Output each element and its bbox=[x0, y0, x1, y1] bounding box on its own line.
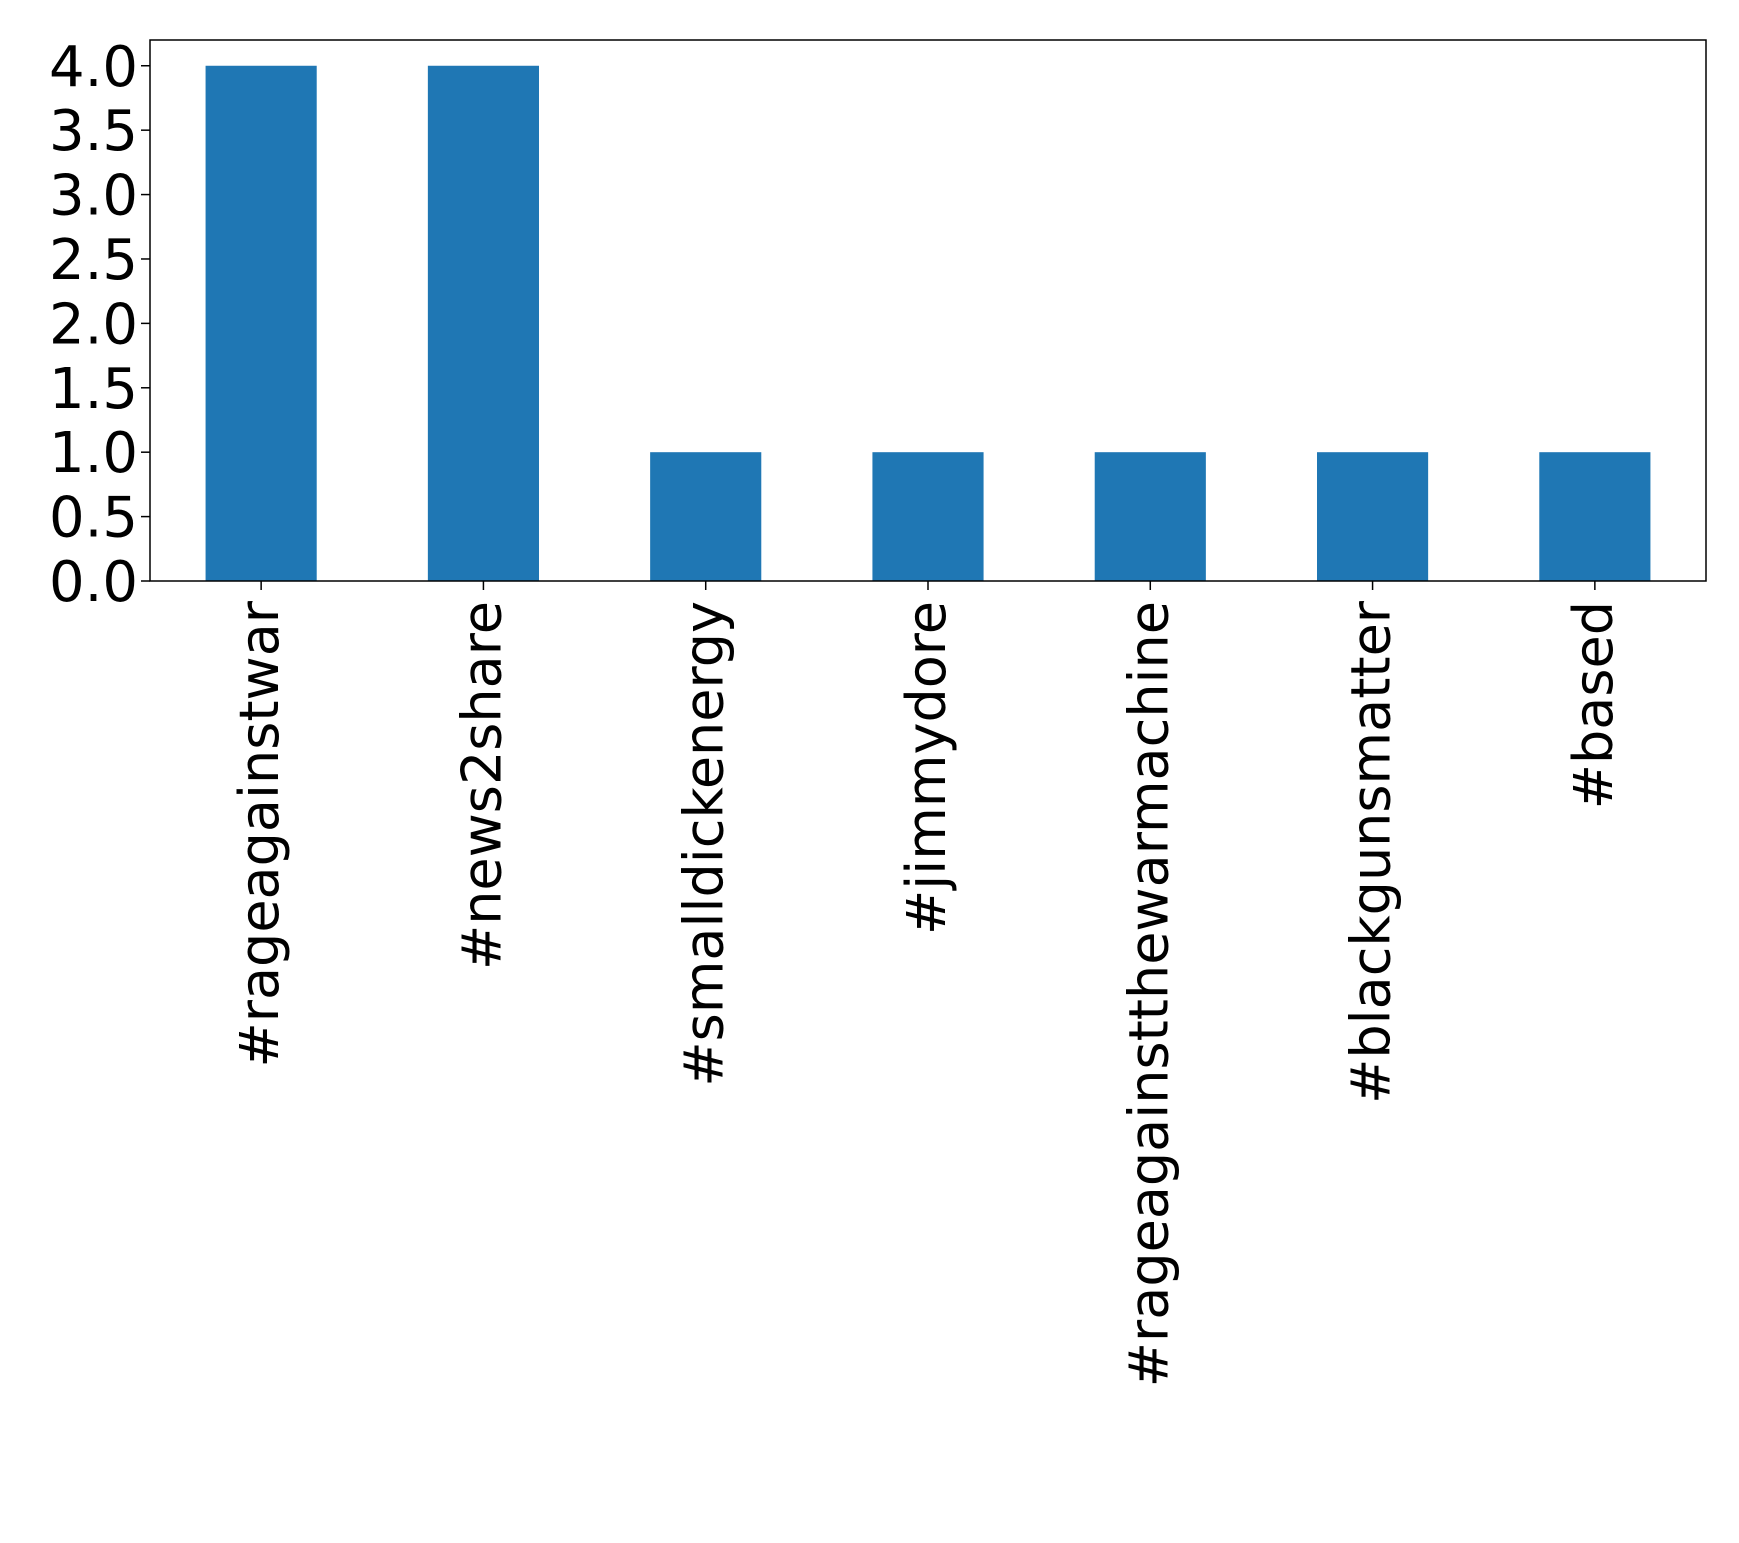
x-tick-label: #rageagainstwar bbox=[228, 600, 291, 1067]
y-tick-label: 0.0 bbox=[49, 550, 138, 615]
bar-rageagainstthewarmachine bbox=[1094, 452, 1206, 581]
bar-blackgunsmatter bbox=[1317, 452, 1429, 581]
bar-smalldickenergy bbox=[650, 452, 762, 581]
x-tick-label: #blackgunsmatter bbox=[1340, 600, 1403, 1104]
y-tick-label: 4.0 bbox=[49, 35, 138, 100]
y-tick-label: 3.0 bbox=[49, 164, 138, 229]
x-axis: #rageagainstwar #news2share #smalldickener… bbox=[228, 581, 1625, 1387]
x-tick-label: #based bbox=[1562, 601, 1625, 809]
bar-news2share bbox=[427, 65, 539, 581]
bar-rageagainstwar bbox=[205, 65, 317, 581]
x-tick-label: #rageagainstthewarmachine bbox=[1117, 601, 1180, 1387]
y-tick-label: 3.5 bbox=[49, 99, 138, 164]
bars-layer bbox=[205, 65, 1651, 581]
y-tick-label: 2.5 bbox=[49, 228, 138, 293]
y-tick-label: 1.5 bbox=[49, 357, 138, 422]
x-tick-label: #jimmydore bbox=[895, 601, 958, 935]
y-tick-label: 0.5 bbox=[49, 486, 138, 551]
x-tick-label: #news2share bbox=[450, 601, 513, 970]
bar-based bbox=[1539, 452, 1651, 581]
y-axis: 0.00.51.01.52.02.53.03.54.0 bbox=[49, 35, 150, 615]
x-tick-label: #smalldickenergy bbox=[673, 601, 736, 1087]
bar-jimmydore bbox=[872, 452, 984, 581]
y-tick-label: 2.0 bbox=[49, 292, 138, 357]
y-tick-label: 1.0 bbox=[49, 421, 138, 486]
